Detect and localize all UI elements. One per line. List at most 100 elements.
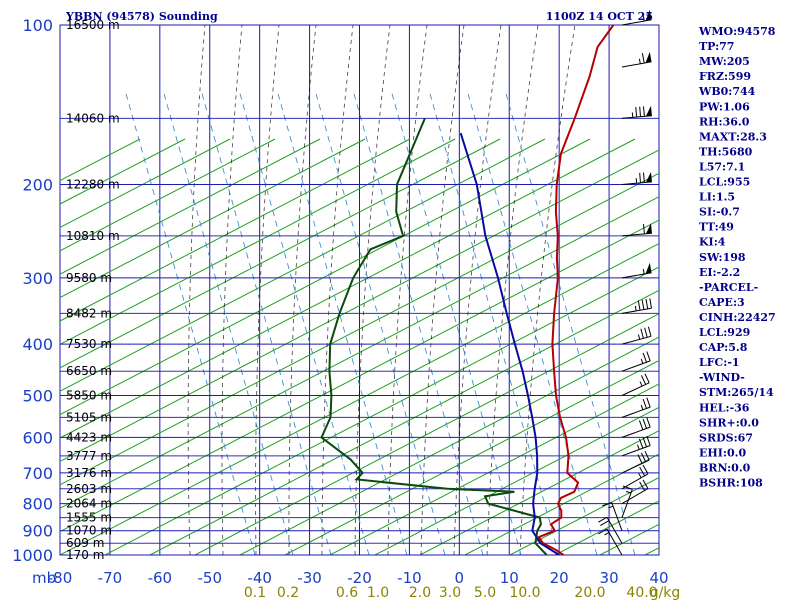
- moist-adiabat-line: [255, 25, 280, 555]
- wind-barb-feather: [644, 373, 650, 384]
- wind-barb-half-feather: [638, 58, 641, 64]
- sounding-index: CAPE:3: [699, 296, 745, 309]
- wind-barb-feather: [642, 479, 649, 489]
- wind-barb: [621, 51, 652, 68]
- wind-barb-half-feather: [634, 305, 637, 311]
- sounding-index: CAP:5.8: [699, 341, 748, 354]
- mixing-ratio-line: [352, 89, 484, 555]
- mixing-ratio-label: 0.2: [277, 585, 299, 600]
- sounding-index: -WIND-: [699, 371, 745, 384]
- wind-barb-feather: [649, 298, 652, 309]
- sounding-index: STM:265/14: [699, 386, 774, 399]
- height-label: 6650 m: [66, 364, 112, 378]
- wind-barb-feather: [643, 223, 645, 234]
- dry-adiabat-line: [239, 336, 659, 555]
- wind-barb-half-feather: [604, 531, 610, 536]
- sounding-index: SHR+:0.0: [699, 416, 759, 429]
- mixing-ratio-line: [200, 89, 332, 555]
- wind-barb: [621, 223, 652, 237]
- temperature-tick-label: -20: [347, 569, 372, 587]
- wind-barb-feather: [637, 300, 641, 311]
- height-label: 5850 m: [66, 388, 112, 402]
- wind-barb-feather: [637, 454, 643, 464]
- height-label: 1070 m: [66, 524, 112, 538]
- pressure-tick-label: 600: [22, 428, 53, 447]
- dry-adiabat-line: [60, 138, 591, 416]
- dry-adiabat-line: [60, 138, 276, 252]
- wind-barb-flag: [645, 51, 652, 63]
- wind-barb-feather: [642, 352, 647, 363]
- height-label: 1555 m: [66, 511, 112, 525]
- temperature-tick-label: -10: [397, 569, 422, 587]
- wind-barb-staff: [621, 272, 652, 279]
- wind-barb-staff: [621, 115, 652, 119]
- dry-adiabat-line: [60, 242, 659, 555]
- wind-barb-feather: [642, 437, 647, 448]
- temperature-tick-label: 20: [550, 569, 569, 587]
- sounding-index: L57:7.1: [699, 160, 745, 173]
- temperature-profile-line: [537, 25, 615, 555]
- wind-barb-staff: [621, 473, 649, 490]
- wind-barb-staff: [621, 19, 652, 26]
- sounding-index: LCL:929: [699, 326, 750, 339]
- dry-adiabat-line: [60, 138, 366, 299]
- dry-adiabat-line: [60, 149, 659, 462]
- wind-barb-feather: [598, 528, 608, 535]
- temperature-tick-label: 10: [500, 569, 519, 587]
- wind-barbs: [598, 9, 652, 556]
- wind-barb-flag: [645, 262, 652, 274]
- wind-barb-staff: [621, 489, 633, 518]
- dry-adiabat-line: [374, 406, 659, 555]
- mixing-ratio-label: 3.0: [439, 585, 461, 600]
- pressure-tick-label: 400: [22, 335, 53, 354]
- plot-lines: [60, 25, 659, 555]
- temperature-tick-label: -60: [148, 569, 173, 587]
- wind-barb-feather: [641, 53, 645, 64]
- dry-adiabat-line: [60, 138, 456, 345]
- wind-barb-feather: [640, 452, 647, 463]
- wind-barb-staff: [621, 307, 652, 314]
- temperature-tick-label: -50: [198, 569, 223, 587]
- mixing-ratio-line: [504, 89, 636, 555]
- dry-adiabat-line: [104, 266, 659, 555]
- pressure-tick-label: 800: [22, 495, 53, 514]
- dry-adiabat-line: [149, 289, 659, 555]
- sounding-index: TP:77: [699, 40, 734, 53]
- pressure-tick-label: 100: [22, 16, 53, 35]
- sounding-index: LCL:955: [699, 176, 750, 189]
- dry-adiabat-line: [60, 196, 659, 509]
- pressure-unit-label: mb: [32, 569, 56, 587]
- wind-barb-feather: [643, 172, 645, 183]
- wind-barb: [621, 450, 650, 474]
- moist-adiabat-line: [187, 25, 206, 555]
- dry-adiabat-line: [60, 138, 546, 392]
- wind-barb: [621, 464, 649, 490]
- wind-barb: [621, 9, 652, 26]
- wind-barb-feather: [645, 298, 649, 309]
- wind-barb-staff: [606, 528, 623, 556]
- sounding-index: BSHR:108: [699, 477, 763, 490]
- wind-barb-feather: [639, 466, 646, 476]
- dry-adiabat-line: [464, 453, 659, 555]
- dry-adiabat-line: [60, 138, 411, 322]
- dry-adiabat-line: [60, 172, 659, 486]
- mixing-ratio-line: [162, 89, 294, 555]
- wind-barb-staff: [621, 445, 651, 457]
- sounding-index: MW:205: [699, 55, 750, 68]
- mixing-ratio-line: [466, 89, 598, 555]
- wind-barb: [621, 417, 651, 438]
- sounding-index: SRDS:67: [699, 431, 753, 444]
- wind-barb-flag: [645, 9, 652, 21]
- mixing-ratio-label: 10.0: [509, 585, 540, 600]
- wind-barb-feather: [638, 420, 644, 430]
- wind-barb-staff: [621, 382, 650, 396]
- mixing-ratio-label: 0.1: [244, 585, 266, 600]
- temperature-tick-label: 30: [600, 569, 619, 587]
- wind-barb-feather: [642, 398, 647, 409]
- sounding-index: HEL:-36: [699, 401, 750, 414]
- pressure-tick-label: 700: [22, 464, 53, 483]
- wind-barb-feather: [622, 485, 633, 490]
- mixing-ratio-line: [276, 89, 408, 555]
- height-label: 170 m: [66, 548, 104, 562]
